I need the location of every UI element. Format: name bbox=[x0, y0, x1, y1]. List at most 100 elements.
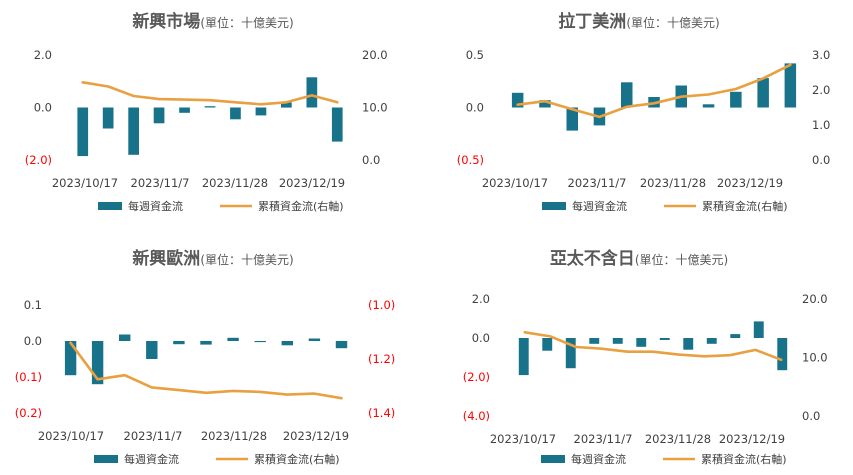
legend-cumulative-label: 累積資金流(右軸) bbox=[702, 199, 788, 213]
weekly-flow-bar bbox=[335, 341, 348, 349]
cumulative-flow-line bbox=[523, 331, 783, 362]
right-axis-tick: 2.0 bbox=[812, 83, 830, 97]
chart-title: 新興市場(單位：十億美元) bbox=[0, 7, 426, 32]
legend-cumulative-label: 累積資金流(右軸) bbox=[254, 452, 340, 466]
weekly-flow-bar bbox=[281, 341, 293, 346]
weekly-flow-bar bbox=[179, 107, 190, 113]
legend-weekly-label: 每週資金流 bbox=[572, 199, 627, 213]
weekly-flow-bar bbox=[565, 338, 576, 369]
weekly-flow-bar bbox=[254, 341, 266, 343]
chart-svg: 2.0 0.0 (2.0) (4.0) 20.0 10.0 0.0 2023/10/17 202… bbox=[463, 292, 828, 466]
right-axis-tick: 10.0 bbox=[362, 101, 388, 115]
chart-title: 亞太不含日(單位：十億美元) bbox=[426, 244, 852, 269]
weekly-flow-bar bbox=[230, 107, 241, 120]
x-axis-tick: 2023/10/17 bbox=[490, 432, 556, 446]
weekly-flow-bar bbox=[102, 107, 114, 129]
weekly-flow-bar bbox=[777, 338, 788, 371]
chart-svg: 0.1 0.0 (0.1) (0.2) (1.0) (1.2) (1.4) 2023/10/1… bbox=[15, 298, 396, 466]
weekly-flow-bar bbox=[173, 341, 185, 345]
x-axis-tick: 2023/10/17 bbox=[52, 176, 118, 190]
right-axis-tick: (1.0) bbox=[368, 298, 395, 312]
chart-title-unit: (單位：十億美元) bbox=[200, 253, 294, 267]
left-axis-tick: (0.5) bbox=[457, 153, 484, 167]
left-axis-tick: 0.5 bbox=[466, 48, 484, 62]
weekly-flow-bar bbox=[306, 77, 318, 108]
left-axis-tick: (0.2) bbox=[15, 406, 42, 420]
legend-weekly-label: 每週資金流 bbox=[124, 452, 179, 466]
right-axis-tick: (1.2) bbox=[368, 352, 395, 366]
x-axis-tick: 2023/11/28 bbox=[645, 432, 711, 446]
weekly-flow-bar bbox=[200, 341, 212, 345]
legend-weekly-label: 每週資金流 bbox=[571, 452, 626, 466]
weekly-flow-bar bbox=[518, 338, 529, 376]
right-axis-tick: 3.0 bbox=[812, 48, 830, 62]
right-axis-tick: 0.0 bbox=[812, 153, 830, 167]
right-axis-tick: 0.0 bbox=[802, 409, 820, 423]
chart-title-main: 拉丁美洲 bbox=[558, 12, 627, 32]
x-axis-tick: 2023/12/19 bbox=[719, 432, 785, 446]
left-axis-tick: (4.0) bbox=[463, 409, 490, 423]
weekly-flow-bar bbox=[566, 107, 578, 131]
legend-cumulative-label: 累積資金流(右軸) bbox=[258, 199, 344, 213]
left-axis-tick: (2.0) bbox=[25, 153, 52, 167]
chart-panel-latin-america: 拉丁美洲(單位：十億美元) 0.5 0.0 (0.5) 3.0 2.0 1.0 0.0 202… bbox=[426, 0, 852, 237]
weekly-flow-bar bbox=[706, 338, 717, 344]
right-axis-tick: 0.0 bbox=[362, 153, 380, 167]
x-axis-tick: 2023/11/28 bbox=[202, 176, 268, 190]
chart-panel-emerging-europe: 新興歐洲(單位：十億美元) 0.1 0.0 (0.1) (0.2) (1.0) (1.2)… bbox=[0, 237, 426, 474]
x-axis-tick: 2023/11/7 bbox=[568, 176, 627, 190]
chart-title-main: 新興市場 bbox=[132, 12, 201, 32]
weekly-flow-bar bbox=[784, 63, 797, 108]
chart-title-unit: (單位：十億美元) bbox=[200, 16, 294, 30]
right-axis-tick: (1.4) bbox=[368, 406, 395, 420]
weekly-flow-bar bbox=[589, 338, 600, 344]
x-axis-tick: 2023/12/19 bbox=[283, 429, 349, 443]
chart-title-main: 新興歐洲 bbox=[132, 249, 201, 269]
left-axis-tick: 0.1 bbox=[24, 298, 42, 312]
weekly-flow-bar bbox=[683, 338, 694, 350]
left-axis-tick: 0.0 bbox=[472, 331, 490, 345]
weekly-flow-bar bbox=[539, 100, 551, 108]
x-axis-tick: 2023/11/7 bbox=[124, 429, 183, 443]
left-axis-tick: 2.0 bbox=[34, 48, 52, 62]
weekly-flow-bar bbox=[204, 106, 216, 108]
left-axis-tick: 0.0 bbox=[466, 101, 484, 115]
x-axis-tick: 2023/10/17 bbox=[38, 429, 104, 443]
weekly-flow-bar bbox=[308, 338, 321, 341]
x-axis-tick: 2023/12/19 bbox=[279, 176, 345, 190]
legend-bar-swatch bbox=[94, 455, 118, 463]
weekly-flow-bar bbox=[730, 91, 742, 108]
weekly-flow-bar bbox=[128, 107, 139, 155]
right-axis-tick: 20.0 bbox=[802, 292, 828, 306]
chart-title: 拉丁美洲(單位：十億美元) bbox=[426, 7, 852, 32]
weekly-flow-bar bbox=[511, 92, 524, 108]
x-axis-tick: 2023/11/7 bbox=[131, 176, 190, 190]
weekly-flow-bar bbox=[255, 107, 267, 116]
chart-panel-emerging-markets: 新興市場(單位：十億美元) 2.0 0.0 (2.0) 20.0 10.0 0.0 2023… bbox=[0, 0, 426, 237]
left-axis-tick: 0.0 bbox=[24, 334, 42, 348]
weekly-flow-bar bbox=[730, 334, 741, 338]
chart-panel-asia-pacific-ex-japan: 亞太不含日(單位：十億美元) 2.0 0.0 (2.0) (4.0) 20.0 10.0 0… bbox=[426, 237, 852, 474]
weekly-flow-bar bbox=[146, 341, 158, 359]
right-axis-tick: 10.0 bbox=[802, 351, 828, 365]
left-axis-tick: 2.0 bbox=[472, 292, 490, 306]
weekly-flow-bar bbox=[153, 107, 165, 124]
legend-bar-swatch bbox=[542, 202, 566, 210]
chart-title-main: 亞太不含日 bbox=[549, 249, 635, 269]
x-axis-tick: 2023/11/28 bbox=[640, 176, 706, 190]
weekly-flow-bar bbox=[636, 338, 647, 347]
weekly-flow-bar bbox=[331, 107, 343, 142]
x-axis-tick: 2023/12/19 bbox=[717, 176, 783, 190]
weekly-flow-bar bbox=[621, 82, 633, 108]
legend-bar-swatch bbox=[541, 455, 565, 463]
x-axis-tick: 2023/10/17 bbox=[482, 176, 548, 190]
legend-weekly-label: 每週資金流 bbox=[128, 199, 183, 213]
weekly-flow-bar bbox=[119, 334, 131, 341]
weekly-flow-bar bbox=[281, 102, 292, 108]
left-axis-tick: 0.0 bbox=[34, 101, 52, 115]
weekly-flow-bar bbox=[77, 107, 89, 157]
chart-svg: 2.0 0.0 (2.0) 20.0 10.0 0.0 2023/10/17 2023/11/… bbox=[25, 48, 388, 213]
weekly-flow-bar bbox=[64, 341, 77, 376]
x-axis-tick: 2023/11/28 bbox=[201, 429, 267, 443]
cumulative-flow-line bbox=[81, 81, 339, 106]
